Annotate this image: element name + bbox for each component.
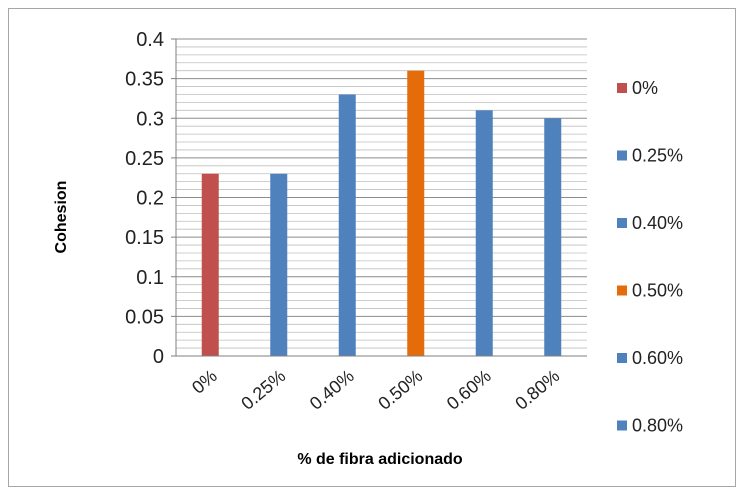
bar-2 bbox=[338, 94, 356, 356]
y-tick-label: 0.15 bbox=[125, 227, 164, 249]
y-tick-label: 0.1 bbox=[136, 267, 164, 289]
bar-1 bbox=[270, 173, 288, 356]
legend-swatch bbox=[617, 218, 627, 228]
y-tick-label: 0.4 bbox=[136, 29, 164, 51]
legend-label: 0% bbox=[632, 78, 658, 98]
legend: 0% 0.25% 0.40% 0.50% 0.60% 0.80% bbox=[617, 78, 683, 436]
x-tick-label: 0.40% bbox=[306, 366, 358, 414]
grid-lines bbox=[176, 38, 587, 349]
y-axis-title: Cohesion bbox=[53, 181, 70, 254]
y-tick-label: 0.05 bbox=[125, 306, 164, 328]
y-tick-labels: 0 0.05 0.1 0.15 0.2 0.25 0.3 0.35 0.4 bbox=[125, 29, 176, 368]
bar-4 bbox=[475, 110, 493, 356]
chart-frame: 0 0.05 0.1 0.15 0.2 0.25 0.3 0.35 0.4 0% 0.25% 0.4… bbox=[8, 8, 736, 487]
x-axis-title: % de fibra adicionado bbox=[297, 451, 463, 468]
x-tick-label: 0% bbox=[188, 366, 221, 398]
legend-label: 0.50% bbox=[632, 281, 683, 301]
legend-label: 0.80% bbox=[632, 416, 683, 436]
legend-swatch bbox=[617, 353, 627, 363]
bar-5 bbox=[544, 118, 562, 356]
bar-chart: 0 0.05 0.1 0.15 0.2 0.25 0.3 0.35 0.4 0% 0.25% 0.4… bbox=[53, 29, 683, 468]
x-tick-label: 0.25% bbox=[237, 366, 289, 414]
bar-0 bbox=[201, 173, 219, 356]
legend-label: 0.25% bbox=[632, 146, 683, 166]
x-tick-labels: 0% 0.25% 0.40% 0.50% 0.60% 0.80% bbox=[188, 366, 563, 414]
legend-swatch bbox=[617, 420, 627, 431]
legend-swatch bbox=[617, 285, 627, 296]
bar-3 bbox=[407, 70, 425, 356]
bars bbox=[201, 70, 562, 356]
y-tick-label: 0.25 bbox=[125, 148, 164, 170]
x-tick-label: 0.60% bbox=[443, 366, 495, 414]
y-tick-label: 0.2 bbox=[136, 188, 164, 210]
y-tick-label: 0.35 bbox=[125, 69, 164, 91]
x-tick-label: 0.50% bbox=[374, 366, 426, 414]
x-tick-label: 0.80% bbox=[511, 366, 563, 414]
legend-swatch bbox=[617, 150, 627, 161]
legend-label: 0.60% bbox=[632, 348, 683, 368]
legend-label: 0.40% bbox=[632, 213, 683, 233]
y-tick-label: 0 bbox=[153, 346, 164, 368]
y-tick-label: 0.3 bbox=[136, 108, 164, 130]
legend-swatch bbox=[617, 83, 627, 93]
